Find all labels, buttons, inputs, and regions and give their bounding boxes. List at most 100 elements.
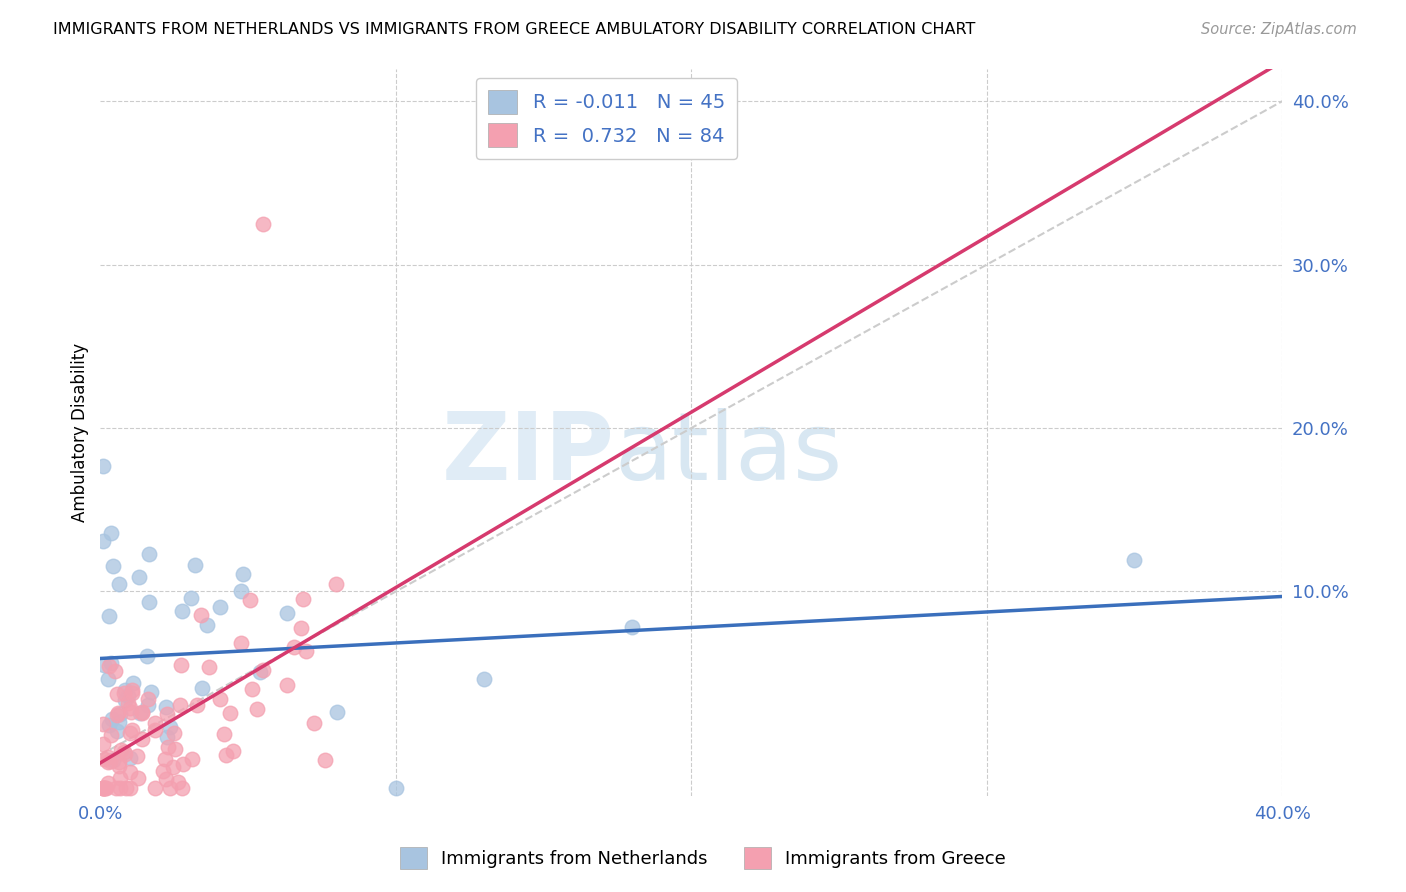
- Point: [108, 706, 131, 721]
- Point: [91, 737, 114, 751]
- Point: [222, 744, 245, 758]
- Point: [290, 621, 312, 635]
- Point: [292, 592, 315, 607]
- Point: [96, 780, 118, 795]
- Point: [101, 712, 124, 726]
- Point: [218, 706, 240, 720]
- Point: [121, 676, 143, 690]
- Text: ZIP: ZIP: [441, 408, 614, 500]
- Point: [155, 752, 177, 766]
- Point: [91, 717, 114, 731]
- Point: [155, 700, 177, 714]
- Point: [97, 672, 120, 686]
- Point: [97, 775, 120, 789]
- Point: [252, 663, 274, 677]
- Point: [117, 696, 139, 710]
- Point: [107, 723, 129, 738]
- Point: [180, 591, 202, 606]
- Point: [325, 705, 347, 719]
- Point: [120, 765, 142, 780]
- Point: [131, 731, 153, 746]
- Point: [91, 459, 114, 474]
- Point: [191, 681, 214, 696]
- Point: [143, 715, 166, 730]
- Point: [167, 775, 190, 789]
- Point: [97, 756, 120, 770]
- Point: [105, 687, 128, 701]
- Point: [169, 698, 191, 712]
- Point: [107, 577, 129, 591]
- Legend: Immigrants from Netherlands, Immigrants from Greece: Immigrants from Netherlands, Immigrants …: [392, 839, 1014, 876]
- Point: [114, 693, 136, 707]
- Point: [295, 644, 318, 658]
- Point: [104, 780, 127, 795]
- Point: [93, 657, 115, 672]
- Point: [121, 686, 143, 700]
- Text: Source: ZipAtlas.com: Source: ZipAtlas.com: [1201, 22, 1357, 37]
- Point: [209, 600, 232, 615]
- Point: [156, 739, 179, 754]
- Point: [98, 609, 121, 624]
- Point: [229, 583, 252, 598]
- Point: [136, 698, 159, 713]
- Point: [232, 566, 254, 581]
- Point: [121, 683, 143, 698]
- Point: [229, 635, 252, 649]
- Point: [276, 677, 298, 691]
- Point: [91, 533, 114, 548]
- Point: [172, 756, 194, 771]
- Point: [209, 692, 232, 706]
- Point: [621, 619, 644, 633]
- Point: [93, 752, 115, 766]
- Point: [118, 701, 141, 715]
- Point: [93, 780, 115, 795]
- Y-axis label: Ambulatory Disability: Ambulatory Disability: [72, 343, 89, 522]
- Point: [107, 706, 129, 721]
- Point: [155, 772, 177, 786]
- Point: [215, 748, 238, 763]
- Point: [186, 698, 208, 712]
- Point: [138, 548, 160, 562]
- Point: [152, 764, 174, 779]
- Point: [239, 593, 262, 607]
- Point: [249, 665, 271, 679]
- Point: [100, 526, 122, 541]
- Point: [112, 686, 135, 700]
- Point: [91, 780, 114, 795]
- Point: [198, 659, 221, 673]
- Point: [283, 640, 305, 654]
- Point: [97, 750, 120, 764]
- Point: [156, 731, 179, 745]
- Point: [127, 771, 149, 785]
- Point: [1123, 553, 1146, 567]
- Point: [118, 726, 141, 740]
- Point: [93, 780, 115, 795]
- Point: [100, 656, 122, 670]
- Point: [107, 715, 129, 730]
- Point: [159, 780, 181, 795]
- Point: [170, 657, 193, 672]
- Point: [314, 753, 336, 767]
- Point: [118, 780, 141, 795]
- Point: [181, 752, 204, 766]
- Point: [110, 742, 132, 756]
- Point: [94, 780, 117, 795]
- Point: [98, 754, 121, 768]
- Point: [304, 716, 326, 731]
- Point: [172, 604, 194, 618]
- Point: [104, 664, 127, 678]
- Point: [98, 659, 121, 673]
- Point: [128, 570, 150, 584]
- Point: [105, 707, 128, 722]
- Text: atlas: atlas: [614, 408, 842, 500]
- Point: [136, 691, 159, 706]
- Point: [115, 780, 138, 795]
- Point: [156, 706, 179, 721]
- Point: [129, 706, 152, 720]
- Point: [212, 727, 235, 741]
- Point: [474, 673, 496, 687]
- Point: [246, 701, 269, 715]
- Point: [101, 559, 124, 574]
- Point: [131, 706, 153, 720]
- Point: [100, 728, 122, 742]
